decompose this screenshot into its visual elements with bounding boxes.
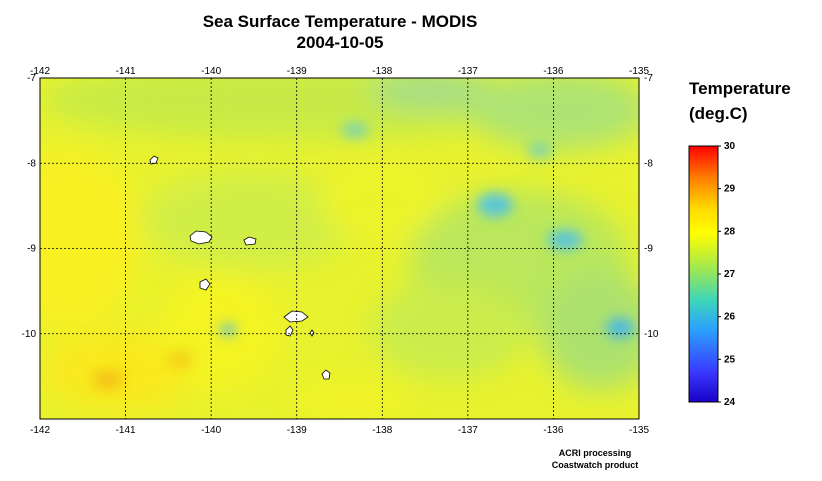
lat-label-right: -10 <box>644 329 659 340</box>
lon-label-top: -139 <box>287 66 307 77</box>
lat-label-left: -10 <box>22 329 37 340</box>
islands <box>149 155 331 380</box>
credit-product: Coastwatch product <box>551 460 639 470</box>
island <box>149 155 159 165</box>
lat-label-right: -7 <box>644 73 653 84</box>
island <box>285 325 294 337</box>
graticule <box>40 78 639 419</box>
coordinate-labels: -142 -142 -141 -141 -140 -140 -139 -139 -138 -138… <box>22 66 659 436</box>
colorbar-tick-label: 26 <box>724 312 736 323</box>
sst-field <box>40 78 639 419</box>
lon-label-bottom: -138 <box>372 425 392 436</box>
colorbar-title: Temperature <box>689 79 791 98</box>
lon-label-top: -141 <box>116 66 136 77</box>
colorbar-tick-label: 24 <box>724 397 736 408</box>
island <box>309 329 315 337</box>
lon-label-top: -136 <box>543 66 563 77</box>
lon-label-bottom: -137 <box>458 425 478 436</box>
lat-label-right: -8 <box>644 158 653 169</box>
chart-date: 2004-10-05 <box>296 33 384 52</box>
lon-label-bottom: -140 <box>201 425 221 436</box>
colorbar <box>688 145 719 403</box>
colorbar-tick-label: 30 <box>724 141 736 152</box>
colorbar-units: (deg.C) <box>689 104 748 123</box>
island <box>321 369 331 380</box>
island <box>283 310 309 323</box>
lat-label-left: -9 <box>27 244 36 255</box>
lon-label-bottom: -142 <box>30 425 50 436</box>
island <box>199 278 211 291</box>
lon-label-bottom: -136 <box>543 425 563 436</box>
colorbar-tick-label: 29 <box>724 184 736 195</box>
map-frame <box>39 77 640 420</box>
lat-label-left: -8 <box>27 158 36 169</box>
island <box>243 236 257 246</box>
lon-label-top: -135 <box>629 66 649 77</box>
credit-processing: ACRI processing <box>558 448 632 458</box>
lon-label-bottom: -135 <box>629 425 649 436</box>
lon-label-bottom: -139 <box>287 425 307 436</box>
lat-label-right: -9 <box>644 244 653 255</box>
colorbar-tick-label: 28 <box>724 226 736 237</box>
lon-label-top: -142 <box>30 66 50 77</box>
lon-label-top: -137 <box>458 66 478 77</box>
chart-title: Sea Surface Temperature - MODIS <box>202 12 478 31</box>
colorbar-tick-label: 25 <box>724 354 736 365</box>
island <box>189 230 213 245</box>
lon-label-top: -138 <box>372 66 392 77</box>
colorbar-ticks: 30 29 28 27 26 25 24 <box>718 141 736 408</box>
colorbar-tick-label: 27 <box>724 269 736 280</box>
lat-label-left: -7 <box>27 73 36 84</box>
lon-label-bottom: -141 <box>116 425 136 436</box>
lon-label-top: -140 <box>201 66 221 77</box>
